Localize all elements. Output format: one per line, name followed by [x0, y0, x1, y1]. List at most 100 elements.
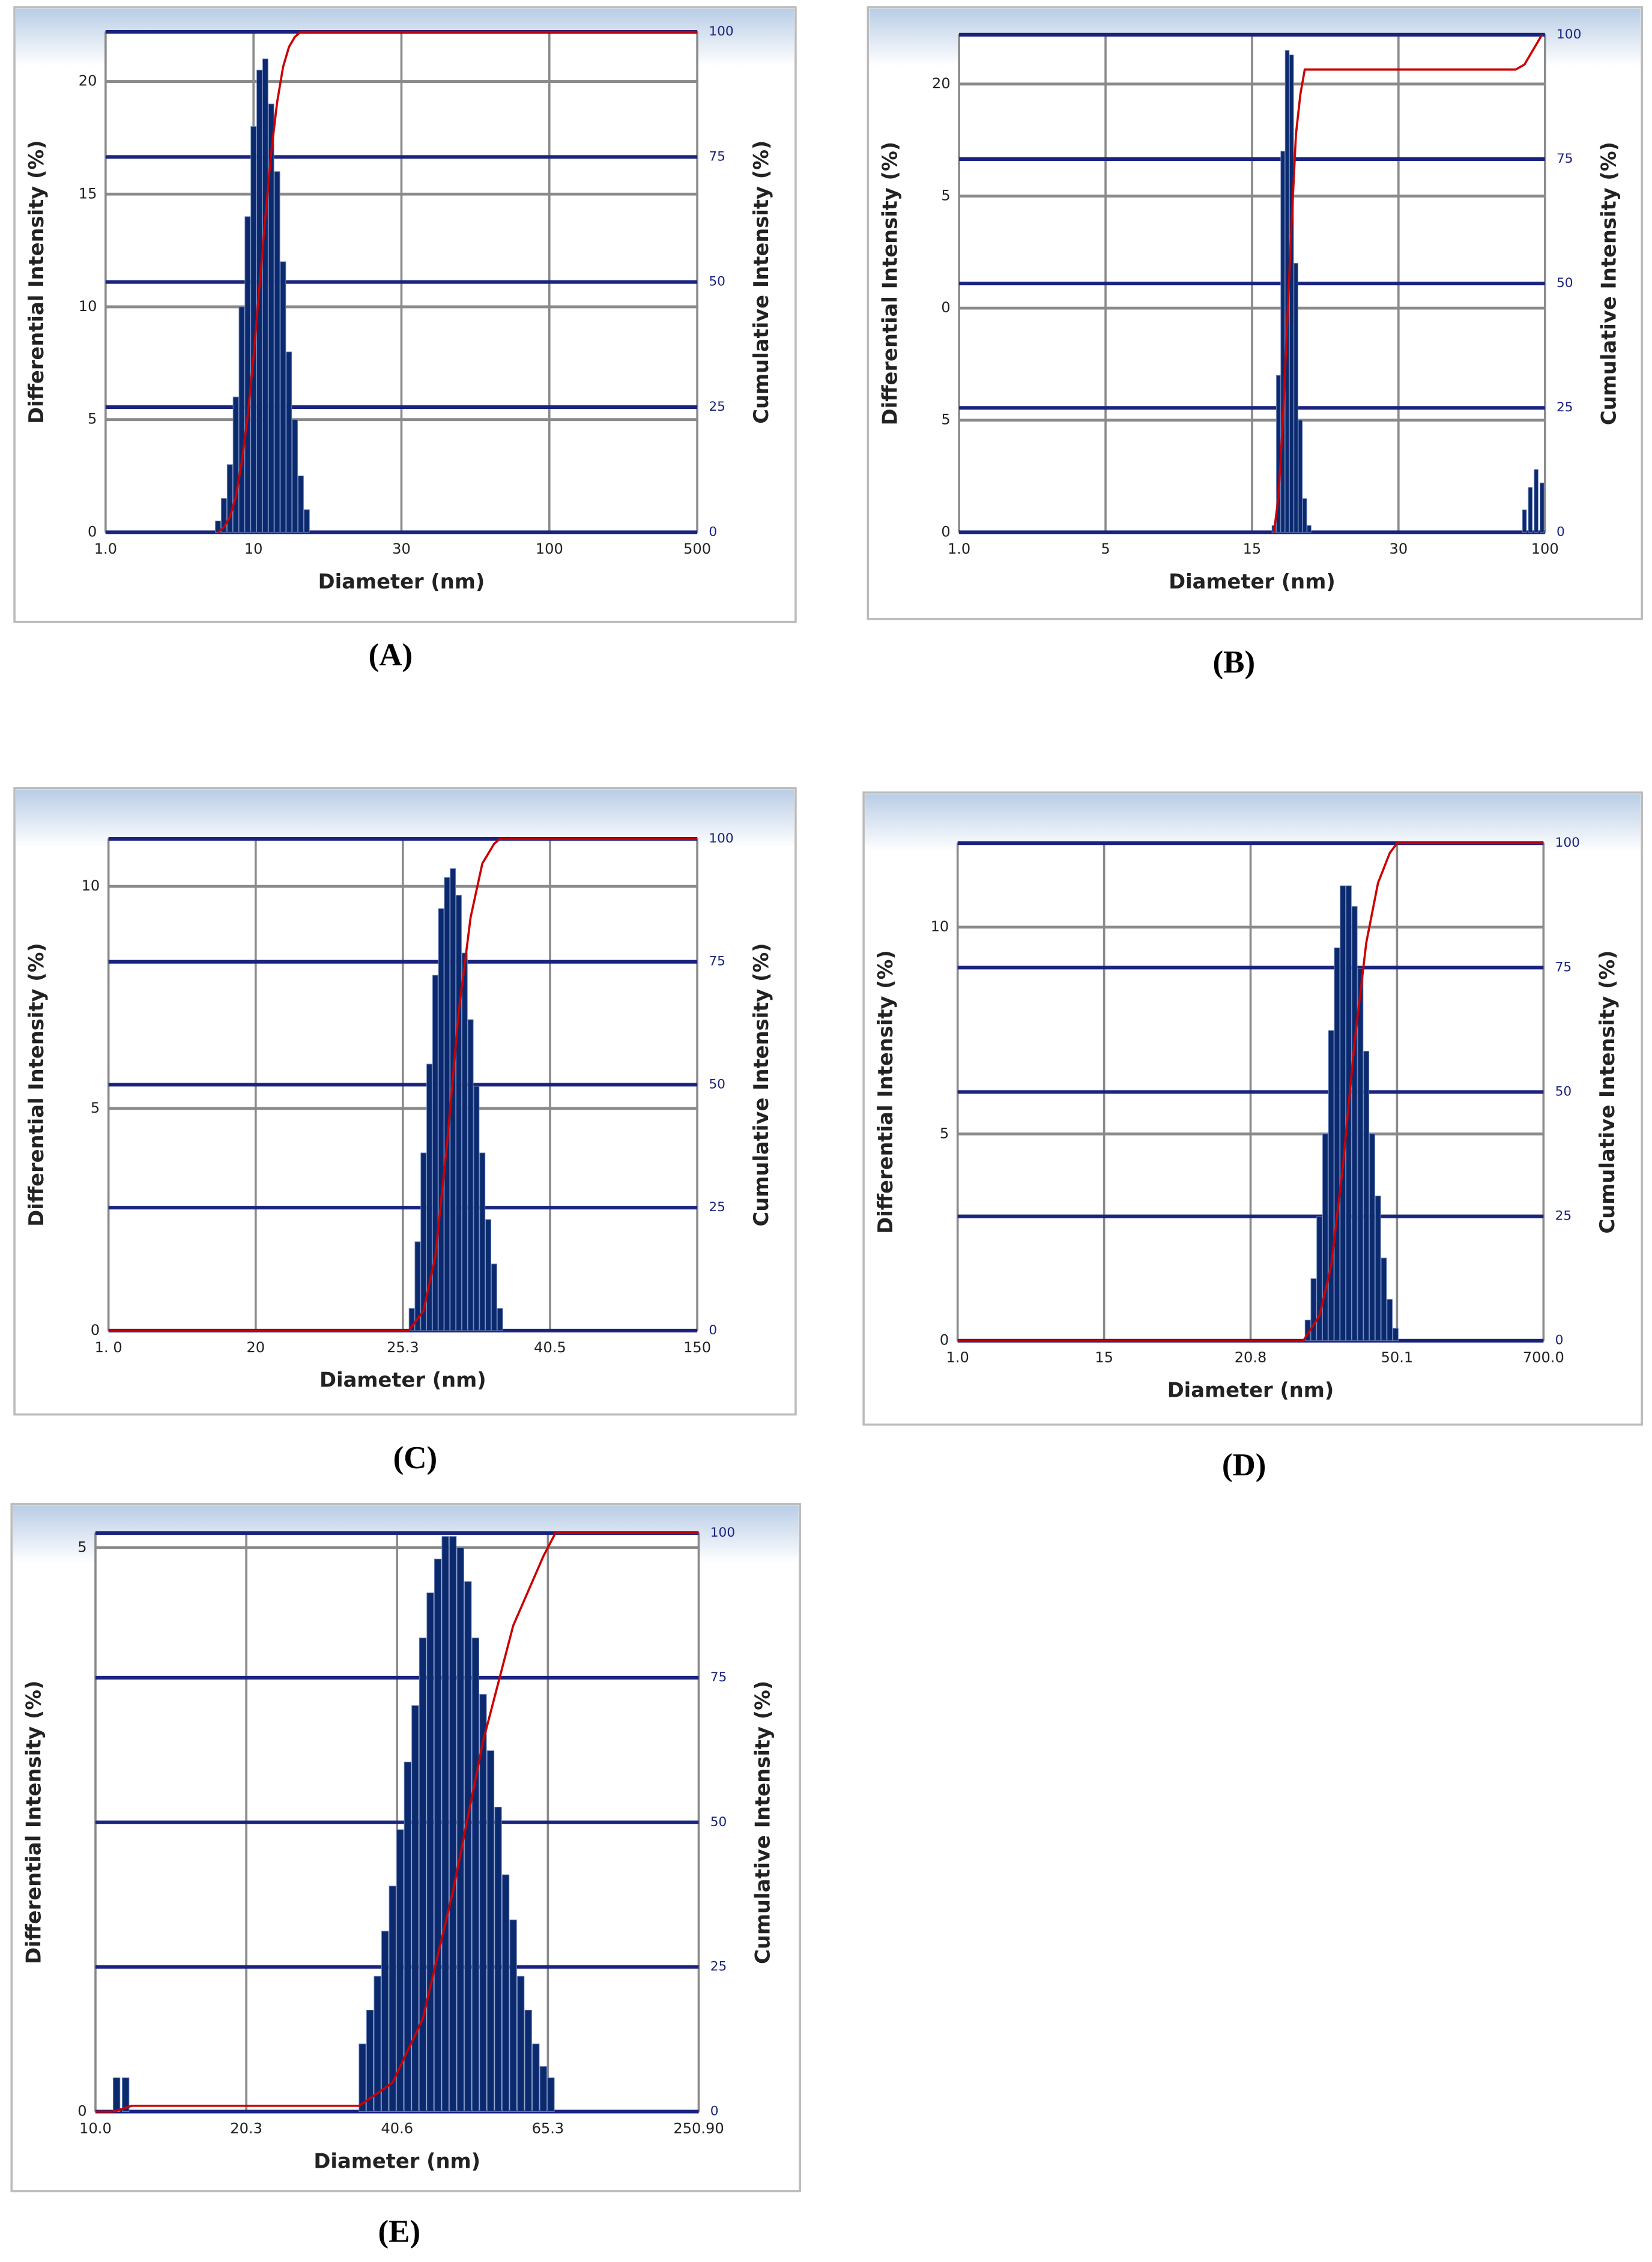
bar: [517, 1976, 525, 2112]
y-tick-label: 5: [88, 411, 97, 428]
x-tick-label: 30: [392, 540, 411, 557]
bar: [1307, 525, 1312, 533]
bar: [408, 1308, 415, 1331]
bar: [419, 1638, 427, 2112]
bar: [524, 2010, 532, 2112]
bar: [432, 975, 438, 1331]
y2-axis-label: Cumulative Intensity (%): [1596, 950, 1619, 1233]
bar: [449, 1536, 457, 2112]
y2-tick-label: 50: [1555, 1084, 1572, 1099]
x-tick-label: 10.0: [79, 2120, 112, 2137]
panel-label: (A): [369, 638, 413, 673]
bar: [532, 2043, 540, 2112]
y2-tick-label: 25: [709, 399, 725, 414]
y-tick-label: 0: [88, 523, 97, 540]
y-tick-label: 0: [941, 299, 950, 316]
bar: [1375, 1196, 1381, 1341]
bar: [434, 1558, 442, 2112]
bar: [479, 1694, 487, 2112]
bar: [262, 58, 268, 533]
y2-tick-label: 25: [1555, 1209, 1572, 1224]
y2-axis-label: Cumulative Intensity (%): [749, 943, 773, 1226]
x-tick-label: 10: [244, 540, 263, 557]
bar: [1522, 509, 1527, 533]
x-tick-label: 1.0: [946, 1349, 969, 1366]
x-tick-label: 40.6: [381, 2120, 413, 2137]
bar: [1528, 487, 1533, 533]
bar: [389, 1886, 396, 2112]
bar: [1322, 1133, 1328, 1341]
bar: [1298, 420, 1303, 533]
bar: [420, 1152, 427, 1331]
bar: [1357, 968, 1364, 1341]
x-tick-label: 150: [683, 1339, 711, 1356]
bar: [1381, 1257, 1387, 1341]
bar: [113, 2077, 121, 2112]
y-axis-label: Differential Intensity (%): [874, 950, 897, 1234]
y2-tick-label: 75: [709, 149, 725, 164]
y2-tick-label: 0: [709, 1323, 717, 1338]
y2-tick-label: 50: [1557, 276, 1573, 291]
y-axis-label: Differential Intensity (%): [25, 140, 48, 424]
bar: [280, 261, 286, 533]
x-tick-label: 1. 0: [95, 1339, 123, 1356]
x-tick-label: 20.3: [230, 2120, 262, 2137]
panel-label: (C): [393, 1441, 438, 1475]
x-tick-label: 250.90: [673, 2120, 724, 2137]
bar: [473, 1086, 480, 1331]
y2-tick-label: 50: [709, 274, 725, 289]
bar: [286, 351, 292, 533]
bar: [374, 1976, 381, 2112]
y2-tick-label: 100: [709, 24, 733, 39]
x-axis-label: Diameter (nm): [1169, 570, 1336, 593]
bar: [456, 895, 462, 1331]
bar: [1351, 906, 1358, 1341]
y2-tick-label: 75: [1555, 960, 1572, 975]
bar: [220, 498, 227, 533]
y2-tick-label: 75: [709, 954, 725, 969]
y-tick-label: 0: [940, 1332, 949, 1349]
y-tick-label: 10: [82, 877, 100, 894]
bar: [404, 1761, 411, 2112]
x-tick-label: 30: [1390, 540, 1408, 557]
y-axis-label: Differential Intensity (%): [22, 1681, 45, 1965]
bar: [396, 1829, 404, 2112]
bar: [1334, 947, 1340, 1341]
y2-tick-label: 75: [710, 1670, 727, 1685]
panel-label: (D): [1222, 1448, 1266, 1483]
bar: [1302, 498, 1307, 533]
bar: [238, 306, 245, 533]
bar: [456, 1547, 464, 2112]
y2-tick-label: 100: [710, 1525, 735, 1540]
bar: [461, 952, 468, 1331]
bar: [122, 2077, 130, 2112]
y2-tick-label: 100: [1555, 835, 1580, 850]
bar: [497, 1308, 503, 1331]
x-tick-label: 15: [1243, 540, 1262, 557]
x-axis-label: Diameter (nm): [318, 570, 485, 593]
bar: [441, 1536, 449, 2112]
x-tick-label: 25.3: [387, 1339, 419, 1356]
y-tick-label: 10: [79, 298, 97, 315]
bar: [438, 908, 444, 1331]
y-tick-label: 0: [91, 1322, 100, 1338]
bar: [1393, 1328, 1399, 1341]
x-axis-label: Diameter (nm): [313, 2149, 480, 2173]
y2-axis-label: Cumulative Intensity (%): [751, 1681, 774, 1964]
bar: [539, 2066, 547, 2112]
bar: [298, 476, 304, 533]
y-tick-label: 20: [932, 75, 951, 92]
x-tick-label: 100: [536, 540, 563, 557]
bar: [1328, 1030, 1334, 1341]
bar: [1316, 1216, 1323, 1341]
x-tick-label: 20.8: [1235, 1349, 1267, 1366]
y-tick-label: 5: [77, 1538, 86, 1555]
y-tick-label: 5: [91, 1099, 100, 1116]
x-tick-label: 20: [246, 1339, 265, 1356]
bar: [232, 396, 239, 533]
y2-tick-label: 25: [709, 1200, 725, 1215]
x-axis-label: Diameter (nm): [1167, 1379, 1334, 1402]
y2-tick-label: 75: [1557, 151, 1573, 166]
y2-tick-label: 50: [709, 1077, 725, 1092]
